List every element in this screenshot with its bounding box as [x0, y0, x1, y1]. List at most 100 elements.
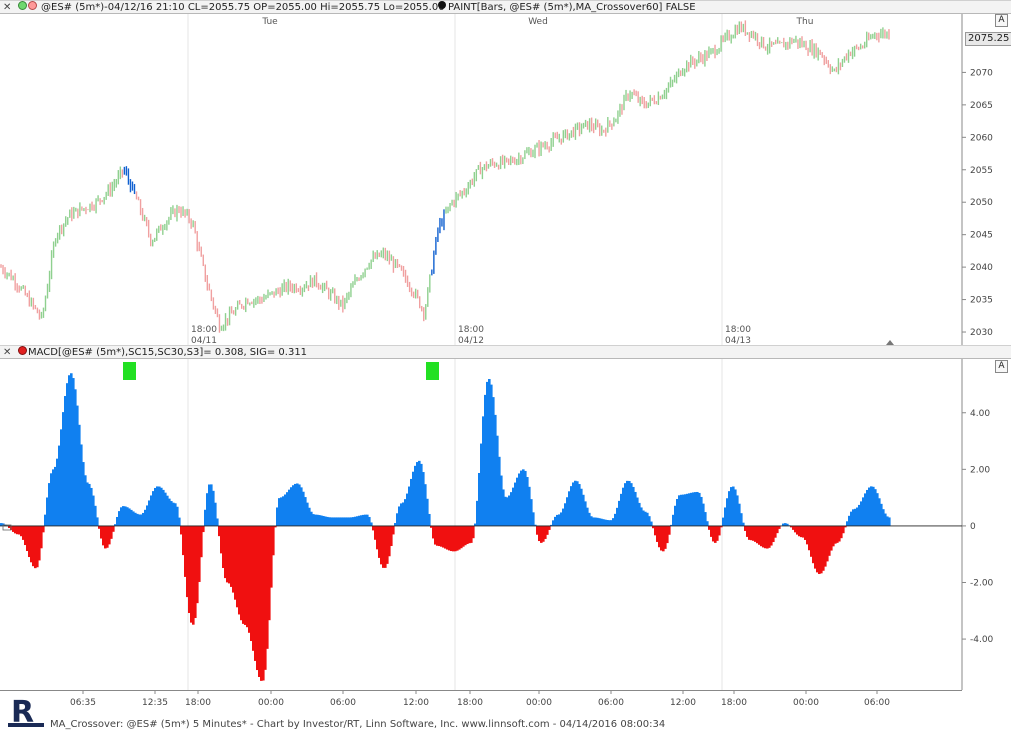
macd-bar [706, 521, 709, 526]
macd-bar [486, 381, 489, 526]
macd-bar [448, 525, 451, 551]
macd-bar [152, 491, 155, 526]
macd-bar [490, 384, 493, 526]
macd-bar [64, 396, 67, 526]
macd-bar [154, 487, 157, 526]
macd-bar [688, 493, 691, 526]
macd-autoscale-button[interactable]: A [995, 360, 1008, 373]
session-time-label: 18:00 [725, 325, 751, 335]
scroll-marker-icon[interactable] [886, 340, 894, 345]
macd-bar [480, 443, 483, 526]
macd-bar [554, 516, 557, 526]
macd-bar [218, 525, 221, 537]
macd-bar [662, 525, 665, 552]
macd-bar [408, 486, 411, 526]
macd-bar [644, 511, 647, 526]
macd-bar [76, 405, 79, 526]
macd-bar [840, 525, 843, 539]
macd-bar [160, 487, 163, 526]
macd-bar [116, 516, 119, 526]
macd-bar [584, 501, 587, 526]
macd-bar [84, 475, 87, 526]
macd-bar [524, 470, 527, 526]
price-plot-bg [0, 14, 962, 345]
macd-bar [274, 525, 277, 528]
macd-bar [32, 525, 35, 567]
close-macd-button[interactable]: ✕ [3, 347, 12, 358]
macd-bar [772, 525, 775, 543]
price-chart[interactable]: Tue Wed Thu 18:00 04/11 18:00 04/12 18:0… [0, 14, 1011, 345]
time-axis: 06:35 12:35 18:00 00:00 06:00 12:00 18:00 00:00… [0, 690, 962, 708]
macd-bar [382, 525, 385, 568]
macd-bar [66, 383, 69, 526]
macd-bar [362, 514, 365, 526]
macd-bar [402, 502, 405, 526]
macd-bar [44, 514, 47, 526]
macd-bar [392, 525, 395, 535]
macd-bar [416, 462, 419, 526]
last-price-box: 2075.25 [965, 32, 1011, 46]
macd-panel-titlebar: ✕ MACD[@ES# (5m*),SC15,SC30,S3]= 0.308, … [0, 345, 1011, 359]
macd-bar [182, 525, 185, 556]
macd-bar [860, 501, 863, 526]
macd-bar [226, 525, 229, 583]
macd-bar [530, 499, 533, 526]
close-panel-button[interactable]: ✕ [3, 2, 12, 13]
macd-bar [494, 414, 497, 526]
session-date-label: 04/11 [191, 336, 217, 345]
macd-bar [826, 525, 829, 562]
macd-bar [386, 525, 389, 564]
macd-bar [750, 525, 753, 541]
macd-tick-label: 2.00 [970, 465, 990, 475]
macd-bar [92, 495, 95, 526]
macd-bar [56, 458, 59, 526]
day-label-wed: Wed [528, 17, 548, 27]
macd-bar [284, 494, 287, 526]
macd-bar [846, 521, 849, 526]
macd-bar [794, 525, 797, 533]
macd-bar [314, 514, 317, 526]
macd-bar [210, 484, 213, 526]
macd-bar [528, 486, 531, 526]
macd-bar [724, 507, 727, 526]
macd-bar [122, 506, 125, 526]
macd-bar [532, 512, 535, 526]
macd-bar [126, 507, 129, 526]
macd-bar [98, 525, 101, 529]
price-autoscale-button[interactable]: A [995, 14, 1008, 27]
macd-bar [458, 525, 461, 550]
macd-bar [398, 506, 401, 526]
time-tick-label: 18:00 [185, 698, 211, 708]
macd-bar [810, 525, 813, 557]
macd-bar [224, 525, 227, 579]
macd-chart[interactable]: -4.00 -2.00 0 2.00 4.00 [0, 359, 1011, 690]
macd-bar [766, 525, 769, 549]
macd-bar [492, 397, 495, 526]
macd-bar [364, 514, 367, 526]
macd-bar [304, 497, 307, 526]
macd-bar [146, 505, 149, 526]
macd-bar [200, 525, 203, 558]
macd-bar [296, 483, 299, 526]
macd-bar [428, 513, 431, 526]
macd-bar [864, 493, 867, 526]
macd-axis-ticks: -4.00 -2.00 0 2.00 4.00 [962, 409, 994, 645]
macd-bar [536, 525, 539, 535]
macd-bar [192, 525, 195, 625]
macd-bar [712, 525, 715, 542]
macd-bar [510, 492, 513, 526]
macd-bar [520, 470, 523, 526]
time-tick-label: 06:35 [70, 698, 96, 708]
macd-bar [104, 525, 107, 549]
macd-bar [770, 525, 773, 546]
macd-bar [214, 502, 217, 526]
macd-bar [648, 516, 651, 526]
macd-bar [488, 379, 491, 526]
red-status-icon [28, 1, 37, 10]
macd-bar [194, 525, 197, 619]
macd-bar [546, 525, 549, 535]
macd-bar [374, 525, 377, 540]
time-tick-label: 06:00 [330, 698, 356, 708]
macd-bar [410, 478, 413, 526]
footer: 06:35 12:35 18:00 00:00 06:00 12:00 18:00 00:00… [0, 690, 1011, 733]
